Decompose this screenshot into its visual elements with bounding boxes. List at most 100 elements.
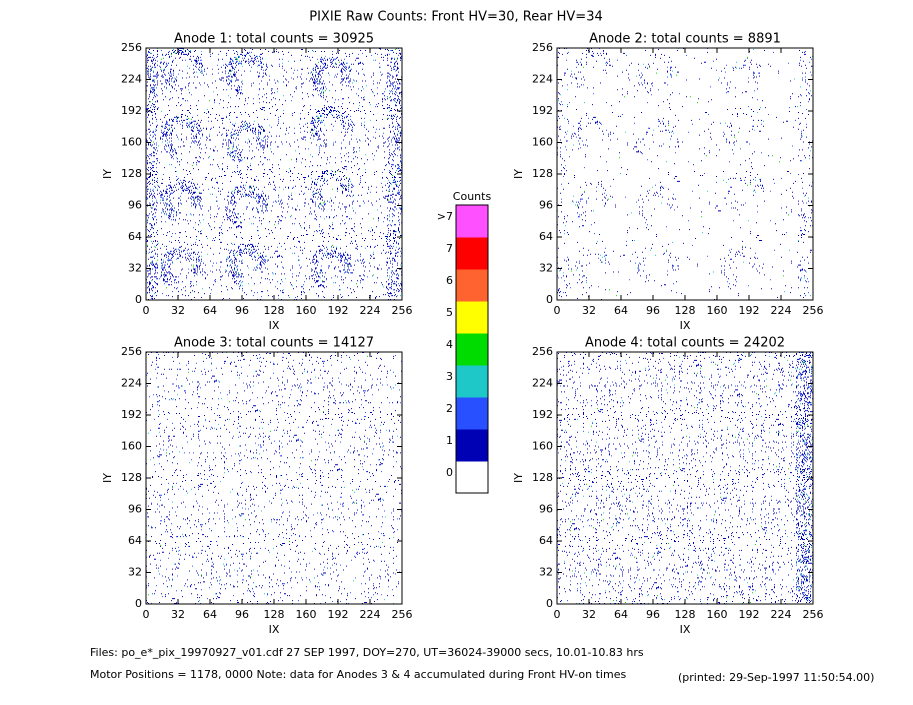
y-axis-label: IY — [101, 169, 114, 179]
count-texture — [146, 48, 402, 299]
footer-printed: (printed: 29-Sep-1997 11:50:54.00) — [678, 671, 874, 684]
y-tick-label: 32 — [539, 566, 553, 579]
x-axis-label: IX — [269, 319, 280, 332]
y-tick-label: 0 — [546, 293, 553, 306]
x-tick-label: 224 — [360, 304, 381, 317]
x-tick-label: 192 — [739, 608, 760, 621]
y-tick-label: 96 — [128, 503, 142, 516]
x-axis-label: IX — [269, 623, 280, 636]
colorbar-frame — [455, 204, 489, 494]
count-texture — [557, 48, 813, 300]
panel-title: Anode 1: total counts = 30925 — [174, 32, 374, 47]
y-tick-label: 128 — [121, 167, 142, 180]
y-tick-label: 32 — [128, 262, 142, 275]
count-texture — [146, 48, 402, 300]
y-axis-label: IY — [512, 169, 525, 179]
colorbar-label: 2 — [446, 402, 453, 415]
colorbar-label: 7 — [446, 242, 453, 255]
x-tick-label: 32 — [171, 304, 185, 317]
count-texture — [557, 361, 813, 604]
y-tick-label: 192 — [532, 104, 553, 117]
colorbar-cell — [455, 236, 489, 270]
x-tick-label: 192 — [739, 304, 760, 317]
y-tick-label: 128 — [532, 471, 553, 484]
x-tick-label: 32 — [582, 304, 596, 317]
x-tick-label: 128 — [264, 304, 285, 317]
x-tick-label: 256 — [392, 608, 413, 621]
x-tick-label: 128 — [675, 608, 696, 621]
x-tick-label: 0 — [143, 304, 150, 317]
x-tick-label: 128 — [264, 608, 285, 621]
count-texture — [146, 352, 402, 604]
x-tick-label: 160 — [296, 608, 317, 621]
count-texture — [147, 49, 401, 289]
count-texture — [557, 48, 813, 297]
y-tick-label: 224 — [121, 377, 142, 390]
count-texture — [146, 48, 402, 300]
y-axis-label: IY — [512, 473, 525, 483]
colorbar-label: 6 — [446, 274, 453, 287]
x-tick-label: 96 — [235, 304, 249, 317]
count-texture — [571, 56, 789, 297]
x-tick-label: 192 — [328, 608, 349, 621]
colorbar-label: 3 — [446, 370, 453, 383]
plot-frame — [145, 47, 403, 301]
y-tick-label: 64 — [128, 534, 142, 547]
x-tick-label: 224 — [771, 608, 792, 621]
x-tick-label: 256 — [803, 304, 824, 317]
y-tick-label: 128 — [121, 471, 142, 484]
y-tick-label: 192 — [532, 408, 553, 421]
y-tick-label: 224 — [532, 377, 553, 390]
y-tick-label: 224 — [532, 73, 553, 86]
x-axis-label: IX — [680, 319, 691, 332]
y-tick-label: 224 — [121, 73, 142, 86]
x-tick-label: 224 — [771, 304, 792, 317]
y-tick-label: 256 — [532, 41, 553, 54]
panel-title: Anode 3: total counts = 14127 — [174, 336, 374, 351]
colorbar-cell — [455, 396, 489, 430]
y-tick-label: 160 — [121, 440, 142, 453]
y-tick-label: 256 — [121, 41, 142, 54]
x-tick-label: 0 — [143, 608, 150, 621]
y-tick-label: 64 — [539, 534, 553, 547]
y-tick-label: 0 — [546, 597, 553, 610]
y-tick-label: 96 — [539, 503, 553, 516]
y-tick-label: 256 — [121, 345, 142, 358]
colorbar-cell — [455, 268, 489, 302]
colorbar-label: 4 — [446, 338, 453, 351]
colorbar-label: 5 — [446, 306, 453, 319]
x-tick-label: 256 — [392, 304, 413, 317]
x-tick-label: 160 — [707, 304, 728, 317]
colorbar-label: >7 — [437, 210, 453, 223]
page-title: PIXIE Raw Counts: Front HV=30, Rear HV=3… — [309, 10, 603, 25]
colorbar-label: 1 — [446, 434, 453, 447]
x-tick-label: 64 — [614, 608, 628, 621]
x-tick-label: 96 — [646, 608, 660, 621]
x-tick-label: 0 — [554, 304, 561, 317]
y-tick-label: 256 — [532, 345, 553, 358]
colorbar-title: Counts — [453, 190, 492, 203]
count-texture — [148, 355, 368, 596]
x-axis-label: IX — [680, 623, 691, 636]
colorbar-cell — [456, 461, 488, 493]
x-tick-label: 192 — [328, 304, 349, 317]
y-tick-label: 128 — [532, 167, 553, 180]
colorbar-cell — [455, 364, 489, 398]
y-tick-label: 160 — [532, 136, 553, 149]
y-tick-label: 32 — [128, 566, 142, 579]
y-tick-label: 64 — [539, 230, 553, 243]
x-tick-label: 0 — [554, 608, 561, 621]
colorbar-cell — [455, 332, 489, 366]
x-tick-label: 256 — [803, 608, 824, 621]
colorbar-label: 0 — [446, 466, 453, 479]
x-tick-label: 160 — [707, 608, 728, 621]
x-tick-label: 224 — [360, 608, 381, 621]
panel-title: Anode 4: total counts = 24202 — [585, 336, 785, 351]
plot-frame — [556, 47, 814, 301]
count-texture — [557, 48, 813, 300]
x-tick-label: 96 — [646, 304, 660, 317]
y-tick-label: 192 — [121, 104, 142, 117]
colorbar-cell — [455, 428, 489, 462]
colorbar-cell — [455, 204, 489, 238]
